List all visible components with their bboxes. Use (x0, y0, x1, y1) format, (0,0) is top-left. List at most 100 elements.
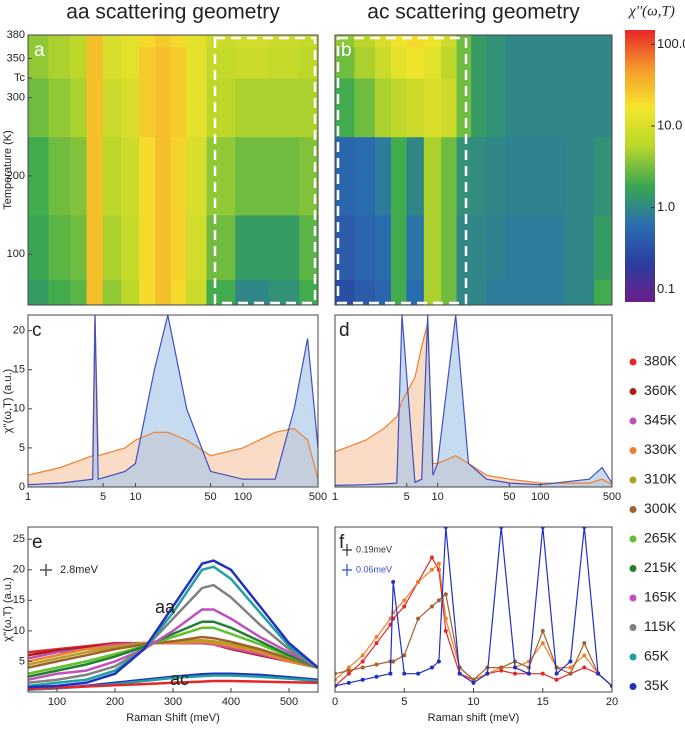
legend-marker (629, 476, 637, 484)
heatmap-cell (268, 215, 300, 281)
ac-line (28, 679, 318, 691)
legend-marker (629, 683, 637, 690)
heatmap-cell (170, 279, 187, 305)
heatmap-cell (485, 279, 506, 305)
heatmap-cell (206, 279, 236, 305)
plot-area (335, 35, 612, 305)
point (360, 665, 365, 670)
point (388, 616, 393, 621)
heatmap-cell (299, 78, 318, 138)
y-tick-label: 100 (7, 248, 25, 260)
y-tick-label: 0 (19, 481, 25, 493)
heatmap-cell (594, 46, 612, 79)
heatmap-cell (206, 46, 236, 79)
heatmap-cell (406, 78, 425, 138)
heatmap-cell (390, 46, 407, 79)
heatmap-cell (390, 136, 407, 216)
heatmap-cell (456, 136, 472, 216)
legend-marker (629, 653, 637, 661)
heatmap-cell (268, 136, 300, 216)
legend-label: 300K (644, 500, 677, 516)
point (554, 677, 559, 682)
point (429, 567, 434, 572)
heatmap-cell (48, 279, 71, 305)
heatmap-cell (235, 35, 270, 48)
legend-label: 310K (644, 471, 677, 487)
heatmap-cell (186, 215, 207, 281)
heatmap-cell (485, 215, 506, 281)
x-tick-label: 15 (537, 696, 549, 708)
legend-label: 360K (644, 382, 677, 398)
point (346, 665, 351, 670)
heatmap-cell (48, 136, 71, 216)
heatmap-cell (485, 46, 506, 79)
annotation: aa (155, 597, 176, 617)
heatmap-cell (102, 136, 122, 216)
heatmap-cell (456, 279, 472, 305)
x-tick-label: 5 (100, 491, 106, 503)
point (391, 659, 396, 664)
panel-5: f 0 5 10 15 20 Raman shift (meV) 0.19meV 0.06meV (332, 526, 618, 724)
plot-area (335, 315, 612, 487)
x-tick-label: 10 (432, 491, 444, 503)
series-line (28, 635, 318, 669)
heatmap-cell (374, 215, 392, 281)
heatmap-cell (374, 279, 392, 305)
heatmap-cell (471, 136, 487, 216)
heatmap-cell (471, 215, 487, 281)
point (582, 641, 587, 646)
heatmap-cell (505, 279, 534, 305)
heatmap-cell (121, 46, 140, 79)
point (416, 671, 421, 676)
heatmap-cell (155, 215, 172, 281)
heatmap-cell (441, 279, 458, 305)
heatmap-cell (139, 46, 156, 79)
heatmap-cell (532, 46, 566, 79)
dashed-box (213, 36, 317, 305)
point (526, 671, 531, 676)
heatmap-cell (69, 35, 88, 48)
heatmap-cell (335, 136, 356, 216)
resolution-icon (40, 564, 52, 576)
frame (27, 34, 319, 306)
heatmap-cell (299, 136, 318, 216)
heatmap-cell (335, 46, 356, 79)
frame (27, 314, 319, 488)
heatmap-cell (423, 279, 442, 305)
legend-marker (629, 506, 637, 513)
heatmap-cell (441, 136, 458, 216)
chart-title: ac scattering geometry (367, 1, 580, 24)
colorbar (625, 30, 655, 302)
heatmap-cell (28, 35, 49, 48)
plot-area (28, 315, 318, 487)
y-axis-label: χ''(ω,T) (a.u.) (2, 369, 14, 433)
heatmap-cell (564, 78, 595, 138)
heatmap-cell (139, 136, 156, 216)
heatmap-cell (299, 279, 318, 305)
heatmap-cell (423, 136, 442, 216)
heatmap-cell (139, 78, 156, 138)
legend-label: 330K (644, 441, 677, 457)
point (436, 659, 441, 664)
heatmap-cell (354, 78, 376, 138)
point (429, 555, 434, 560)
x-tick-label: 100 (234, 491, 252, 503)
x-tick-label: 200 (106, 696, 124, 708)
heatmap-cell (155, 78, 172, 138)
heatmap-cell (505, 35, 534, 48)
legend-marker (629, 447, 637, 454)
heatmap-cell (594, 35, 612, 48)
heatmap-cell (268, 78, 300, 138)
resolution-icon (342, 564, 352, 576)
series-line (28, 626, 318, 675)
heatmap-cell (390, 215, 407, 281)
heatmap-cell (268, 279, 300, 305)
point (568, 659, 573, 664)
heatmap-cell (139, 279, 156, 305)
dashed-box (336, 36, 468, 305)
legend-label: 115K (644, 618, 676, 634)
point (540, 671, 545, 676)
heatmap-cell (102, 78, 122, 138)
colorbar-tick-label: 10.0 (657, 117, 682, 132)
